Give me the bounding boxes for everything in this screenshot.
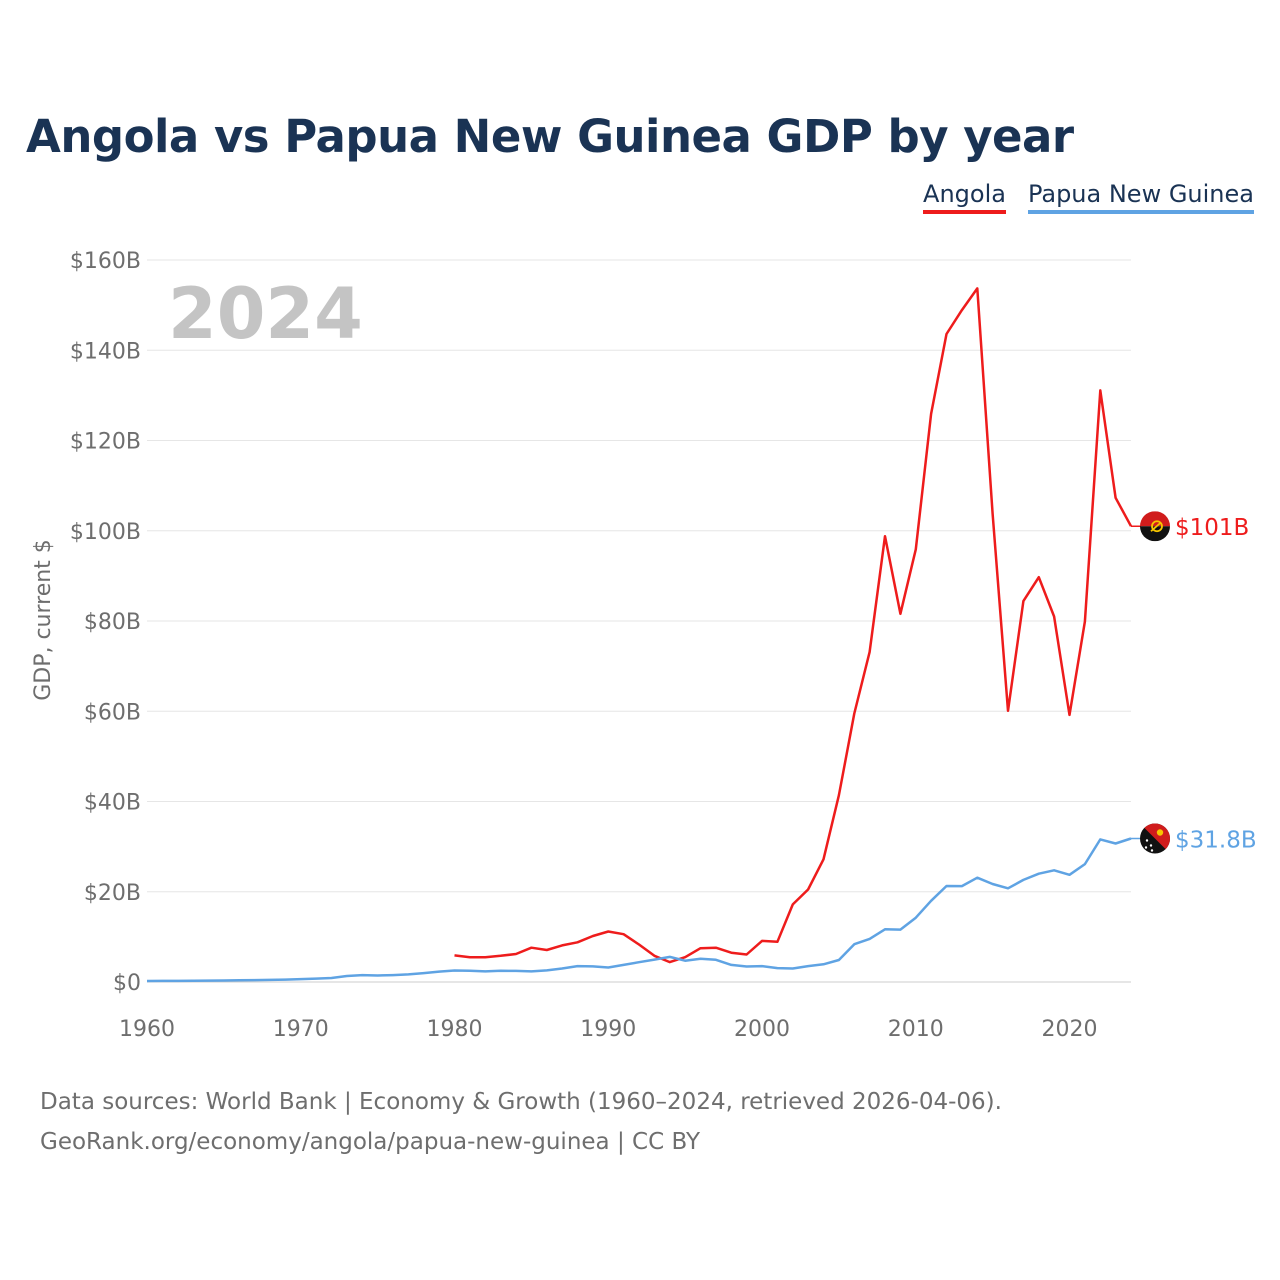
y-tick-label: $60B [84, 700, 141, 725]
y-axis-label: GDP, current $ [31, 539, 56, 701]
end-value-label: $101B [1175, 515, 1249, 541]
source-note: Data sources: World Bank | Economy & Gro… [40, 1082, 1002, 1162]
angola-flag-icon [1140, 511, 1170, 542]
x-tick-label: 1960 [119, 1017, 175, 1042]
y-tick-label: $40B [84, 791, 141, 816]
papua-new-guinea-flag-icon [1140, 823, 1170, 854]
x-tick-label: 2020 [1042, 1017, 1098, 1042]
series-line-angola[interactable] [454, 287, 1133, 964]
end-value-label: $31.8B [1175, 828, 1257, 854]
legend: Angola Papua New Guinea [923, 180, 1254, 214]
series-line-papua-new-guinea[interactable] [146, 837, 1132, 983]
y-tick-label: $0 [113, 971, 141, 996]
x-tick-label: 1970 [273, 1017, 329, 1042]
y-tick-label: $120B [70, 430, 141, 455]
y-tick-label: $20B [84, 881, 141, 906]
legend-item-angola[interactable]: Angola [923, 180, 1006, 214]
x-tick-label: 2010 [888, 1017, 944, 1042]
year-watermark: 2024 [168, 273, 363, 355]
source-line-2[interactable]: GeoRank.org/economy/angola/papua-new-gui… [40, 1129, 701, 1155]
x-tick-label: 1980 [427, 1017, 483, 1042]
y-tick-label: $160B [70, 249, 141, 274]
legend-item-papua-new-guinea[interactable]: Papua New Guinea [1027, 180, 1254, 214]
y-tick-label: $100B [70, 520, 141, 545]
chart-title: Angola vs Papua New Guinea GDP by year [26, 110, 1074, 163]
x-tick-label: 1990 [580, 1017, 636, 1042]
x-tick-label: 2000 [734, 1017, 790, 1042]
source-line-1: Data sources: World Bank | Economy & Gro… [40, 1089, 1002, 1115]
y-tick-label: $80B [84, 610, 141, 635]
y-tick-label: $140B [70, 339, 141, 364]
